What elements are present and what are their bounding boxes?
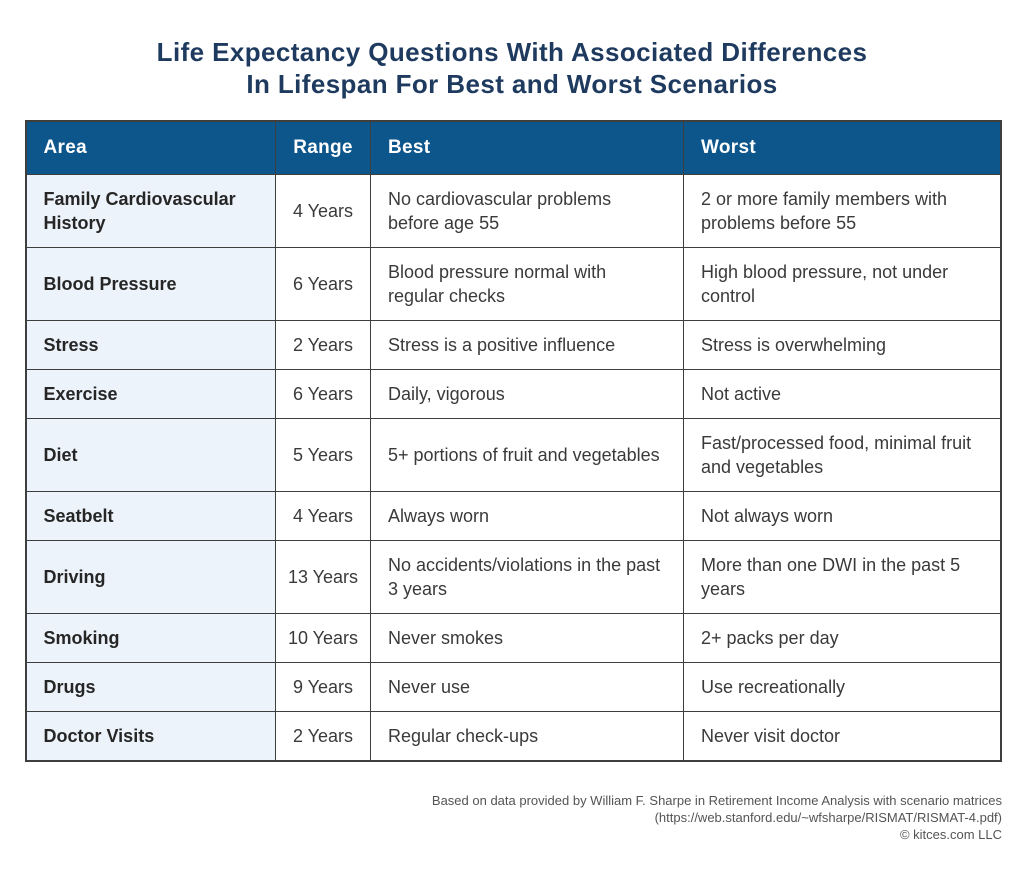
area-cell: Diet [25,418,276,492]
best-cell: 5+ portions of fruit and vegetables [370,418,684,492]
range-cell: 6 Years [275,369,371,419]
best-cell: No cardiovascular problems before age 55 [370,174,684,248]
table-row: Family Cardiovascular History 4 Years No c… [25,174,1001,248]
area-cell: Drugs [25,662,276,712]
range-cell: 6 Years [275,247,371,321]
area-cell: Family Cardiovascular History [25,174,276,248]
area-cell: Stress [25,320,276,370]
table-row: Stress 2 Years Stress is a positive influe… [25,320,1001,370]
best-cell: Blood pressure normal with regular check… [370,247,684,321]
worst-cell: Stress is overwhelming [683,320,1001,370]
header-best: Best [370,120,684,175]
worst-cell: Not always worn [683,491,1001,541]
range-cell: 9 Years [275,662,371,712]
table-header-row: Area Range Best Worst [25,120,1001,175]
range-cell: 4 Years [275,491,371,541]
footer-url-line: (https://web.stanford.edu/~wfsharpe/RISM… [654,810,1002,825]
worst-cell: Fast/processed food, minimal fruit and v… [683,418,1001,492]
range-cell: 5 Years [275,418,371,492]
range-cell: 10 Years [275,613,371,663]
life-expectancy-table: Area Range Best Worst Family Cardiovascu… [24,120,1002,762]
best-cell: Never smokes [370,613,684,663]
table-row: Smoking 10 Years Never smokes 2+ packs per … [25,613,1001,663]
area-cell: Smoking [25,613,276,663]
worst-cell: Never visit doctor [683,711,1001,762]
table-row: Diet 5 Years 5+ portions of fruit and vege… [25,418,1001,492]
range-cell: 2 Years [275,320,371,370]
best-cell: Stress is a positive influence [370,320,684,370]
table-row: Seatbelt 4 Years Always worn Not always wor… [25,491,1001,541]
worst-cell: High blood pressure, not under control [683,247,1001,321]
table-row: Exercise 6 Years Daily, vigorous Not active [25,369,1001,419]
header-area: Area [25,120,276,175]
page-title-line-1: Life Expectancy Questions With Associate… [156,37,868,67]
header-worst: Worst [683,120,1001,175]
best-cell: Daily, vigorous [370,369,684,419]
worst-cell: Not active [683,369,1001,419]
area-cell: Driving [25,540,276,614]
table-row: Driving 13 Years No accidents/violations i… [25,540,1001,614]
area-cell: Blood Pressure [25,247,276,321]
range-cell: 13 Years [275,540,371,614]
area-cell: Doctor Visits [25,711,276,762]
page-title-line-2: In Lifespan For Best and Worst Scenarios [246,69,778,99]
table-body: Family Cardiovascular History 4 Years No c… [25,174,1001,762]
table-row: Drugs 9 Years Never use Use recreationally [25,662,1001,712]
best-cell: Regular check-ups [370,711,684,762]
page-title: Life Expectancy Questions With Associate… [0,36,1024,100]
range-cell: 2 Years [275,711,371,762]
worst-cell: Use recreationally [683,662,1001,712]
range-cell: 4 Years [275,174,371,248]
table-row: Doctor Visits 2 Years Regular check-ups Nev… [25,711,1001,762]
area-cell: Exercise [25,369,276,419]
best-cell: No accidents/violations in the past 3 ye… [370,540,684,614]
best-cell: Always worn [370,491,684,541]
footer-copyright-line: © kitces.com LLC [899,827,1002,842]
worst-cell: More than one DWI in the past 5 years [683,540,1001,614]
worst-cell: 2 or more family members with problems b… [683,174,1001,248]
area-cell: Seatbelt [25,491,276,541]
source-attribution: Based on data provided by William F. Sha… [22,792,1002,843]
best-cell: Never use [370,662,684,712]
footer-source-line: Based on data provided by William F. Sha… [431,793,1002,808]
table-row: Blood Pressure 6 Years Blood pressure norm… [25,247,1001,321]
header-range: Range [275,120,371,175]
worst-cell: 2+ packs per day [683,613,1001,663]
table-container: Area Range Best Worst Family Cardiovascu… [24,120,1002,762]
